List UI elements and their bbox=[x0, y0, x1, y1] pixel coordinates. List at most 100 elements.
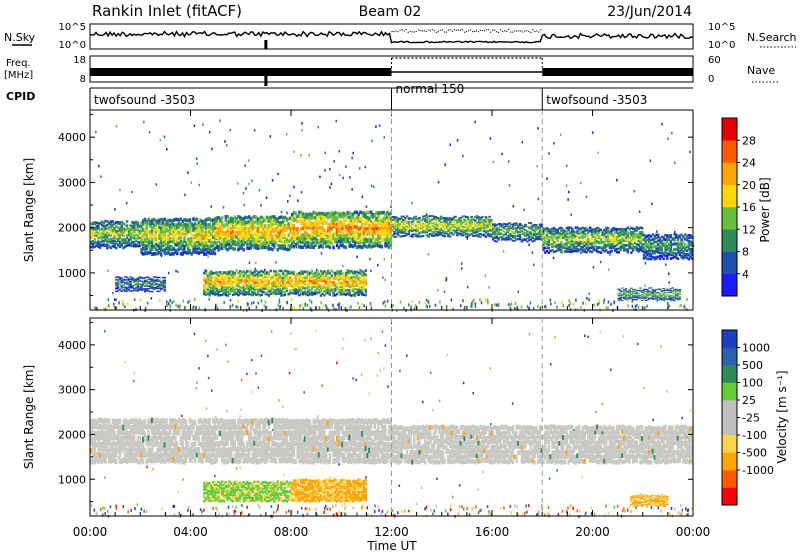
power-cell bbox=[669, 295, 673, 297]
power-cell bbox=[129, 242, 132, 246]
power-cell bbox=[246, 246, 249, 250]
power-cell bbox=[107, 239, 111, 243]
power-cell bbox=[355, 215, 358, 220]
power-cell bbox=[282, 293, 285, 297]
power-cell bbox=[585, 243, 588, 247]
power-cell bbox=[316, 284, 319, 288]
power-cell bbox=[684, 233, 687, 236]
power-cell bbox=[658, 292, 662, 294]
power-cell bbox=[386, 223, 389, 228]
power-near-range-point bbox=[105, 306, 108, 310]
power-cell bbox=[495, 228, 498, 231]
power-cell bbox=[651, 249, 655, 253]
power-cell bbox=[387, 212, 391, 217]
power-cell bbox=[120, 220, 123, 224]
power-cell bbox=[294, 285, 297, 288]
power-near-range-point bbox=[113, 305, 115, 308]
power-cell bbox=[689, 234, 692, 237]
power-near-range-point bbox=[320, 301, 322, 305]
power-cell bbox=[271, 222, 274, 227]
power-cell bbox=[502, 238, 506, 241]
power-cell bbox=[283, 279, 287, 283]
power-cell bbox=[339, 236, 342, 240]
power-cell bbox=[301, 291, 305, 294]
power-cell bbox=[160, 248, 163, 252]
power-near-range-point bbox=[198, 306, 201, 310]
power-cell bbox=[136, 228, 140, 231]
power-cell bbox=[384, 230, 387, 235]
power-cell bbox=[413, 233, 416, 236]
power-cell bbox=[233, 219, 236, 223]
power-cell bbox=[626, 231, 629, 234]
power-cell bbox=[239, 230, 242, 235]
power-cell bbox=[140, 233, 143, 238]
power-cell bbox=[100, 232, 104, 235]
power-cell bbox=[305, 222, 308, 226]
power-cell bbox=[632, 227, 635, 230]
power-cell bbox=[312, 222, 315, 226]
power-scatter-point bbox=[242, 288, 245, 291]
power-cell bbox=[278, 238, 281, 243]
power-cell bbox=[231, 233, 235, 238]
power-near-range-point bbox=[195, 307, 197, 311]
power-cell bbox=[366, 227, 369, 231]
power-cell bbox=[325, 278, 328, 281]
power-cell bbox=[484, 216, 488, 219]
power-cell bbox=[641, 297, 644, 299]
power-cell bbox=[231, 282, 235, 286]
power-cell bbox=[651, 256, 655, 259]
power-cell bbox=[158, 233, 161, 238]
power-cell bbox=[269, 222, 272, 226]
power-cell bbox=[334, 288, 337, 291]
power-cell bbox=[224, 233, 227, 238]
power-cell bbox=[213, 285, 217, 289]
power-cell bbox=[287, 222, 290, 226]
power-cell bbox=[549, 237, 552, 240]
power-cell bbox=[203, 244, 206, 248]
power-cell bbox=[151, 229, 154, 233]
power-cell bbox=[149, 290, 152, 293]
power-cell bbox=[597, 241, 601, 244]
power-cell bbox=[678, 236, 681, 239]
power-cell bbox=[303, 233, 306, 238]
power-cell bbox=[124, 223, 127, 226]
power-cell bbox=[217, 244, 220, 249]
power-cell bbox=[298, 239, 301, 244]
power-scatter-point bbox=[580, 181, 582, 185]
power-cell bbox=[648, 287, 651, 289]
power-cell bbox=[143, 289, 147, 291]
power-cell bbox=[660, 243, 664, 247]
power-cell bbox=[615, 238, 619, 241]
power-cell bbox=[321, 218, 324, 222]
power-cell bbox=[230, 219, 233, 223]
power-cell bbox=[373, 223, 376, 228]
power-cell bbox=[553, 244, 556, 248]
power-cell bbox=[217, 288, 220, 292]
power-cell bbox=[651, 245, 655, 248]
power-cell bbox=[373, 230, 376, 234]
power-cell bbox=[237, 226, 240, 231]
power-cell bbox=[145, 223, 148, 228]
power-cell bbox=[303, 292, 306, 295]
power-cell bbox=[335, 230, 339, 234]
power-cell bbox=[544, 228, 547, 231]
power-cell bbox=[215, 271, 218, 274]
power-cell bbox=[560, 240, 563, 244]
power-cell bbox=[465, 223, 468, 226]
power-cell bbox=[323, 289, 326, 293]
power-cell bbox=[484, 227, 488, 230]
power-cell bbox=[373, 241, 376, 245]
power-cell bbox=[544, 239, 547, 242]
power-scatter-point bbox=[369, 257, 371, 261]
power-cell bbox=[524, 231, 527, 234]
power-cell bbox=[684, 237, 687, 241]
power-cell bbox=[355, 279, 358, 283]
power-cell bbox=[328, 229, 332, 233]
power-cell bbox=[233, 274, 236, 278]
power-scatter-point bbox=[163, 135, 166, 139]
power-cell bbox=[479, 218, 482, 221]
power-cell bbox=[242, 290, 245, 293]
power-cell bbox=[472, 234, 475, 237]
power-cell bbox=[143, 282, 147, 285]
power-cell bbox=[378, 241, 382, 245]
